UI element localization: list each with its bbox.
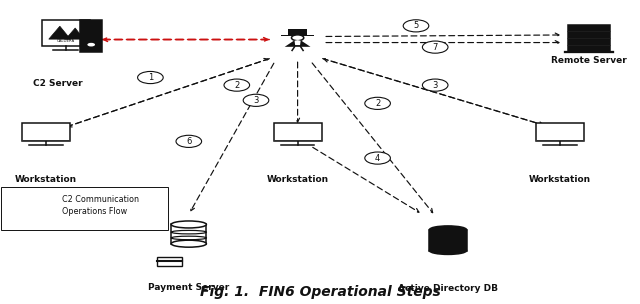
Circle shape <box>403 20 429 32</box>
Text: 2: 2 <box>375 99 380 108</box>
Ellipse shape <box>429 247 467 254</box>
FancyBboxPatch shape <box>281 35 314 36</box>
Polygon shape <box>285 41 310 47</box>
Text: Fig. 1.  FIN6 Operational Steps: Fig. 1. FIN6 Operational Steps <box>200 285 440 299</box>
FancyBboxPatch shape <box>22 140 70 141</box>
Polygon shape <box>49 26 70 39</box>
Polygon shape <box>66 28 84 39</box>
FancyBboxPatch shape <box>274 123 322 141</box>
FancyBboxPatch shape <box>568 46 610 52</box>
FancyBboxPatch shape <box>42 20 90 46</box>
Circle shape <box>138 71 163 84</box>
FancyBboxPatch shape <box>22 123 70 141</box>
Circle shape <box>243 94 269 106</box>
Ellipse shape <box>172 221 206 228</box>
Text: 3: 3 <box>253 96 259 105</box>
Ellipse shape <box>172 240 206 247</box>
Text: 4: 4 <box>375 154 380 163</box>
FancyBboxPatch shape <box>1 187 168 230</box>
Text: Payment Server: Payment Server <box>148 283 229 292</box>
Text: CALDERA: CALDERA <box>56 39 75 43</box>
Text: Active Directory DB: Active Directory DB <box>398 284 498 293</box>
Text: 5: 5 <box>413 21 419 30</box>
Text: 6: 6 <box>186 137 191 146</box>
Text: Remote Server: Remote Server <box>551 56 627 65</box>
Text: 1: 1 <box>148 73 153 82</box>
Text: Operations Flow: Operations Flow <box>62 207 127 216</box>
Text: Workstation: Workstation <box>266 175 329 184</box>
FancyBboxPatch shape <box>172 224 206 244</box>
Polygon shape <box>294 40 301 45</box>
Ellipse shape <box>429 226 467 233</box>
Text: 2: 2 <box>234 81 239 90</box>
Circle shape <box>422 41 448 53</box>
FancyBboxPatch shape <box>568 25 610 31</box>
Text: 3: 3 <box>433 81 438 90</box>
Circle shape <box>365 97 390 109</box>
FancyBboxPatch shape <box>568 39 610 45</box>
Circle shape <box>88 43 95 47</box>
FancyBboxPatch shape <box>157 257 182 266</box>
Text: C2 Server: C2 Server <box>33 79 83 88</box>
Circle shape <box>422 79 448 91</box>
Text: C2 Communication: C2 Communication <box>62 195 139 204</box>
Circle shape <box>224 79 250 91</box>
FancyBboxPatch shape <box>536 140 584 141</box>
Circle shape <box>176 135 202 147</box>
FancyBboxPatch shape <box>289 29 307 35</box>
FancyBboxPatch shape <box>536 123 584 141</box>
Text: Workstation: Workstation <box>15 175 77 184</box>
FancyBboxPatch shape <box>568 32 610 38</box>
Circle shape <box>365 152 390 164</box>
FancyBboxPatch shape <box>429 230 467 250</box>
Text: 7: 7 <box>433 43 438 52</box>
Circle shape <box>291 35 304 41</box>
FancyBboxPatch shape <box>274 140 322 141</box>
FancyBboxPatch shape <box>80 20 102 52</box>
Text: Workstation: Workstation <box>529 175 591 184</box>
